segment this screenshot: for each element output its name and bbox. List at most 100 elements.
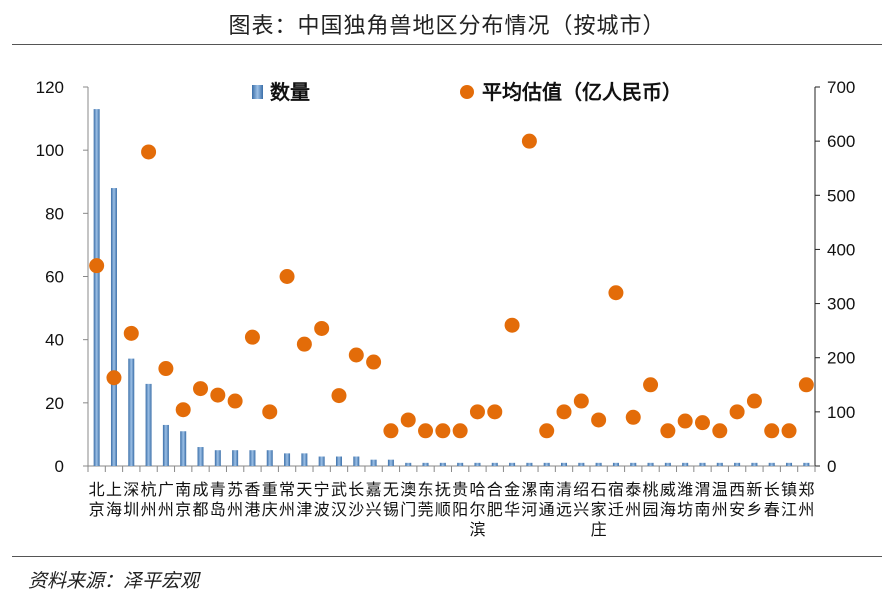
legend-label-count: 数量	[270, 80, 310, 104]
dot-潍坊	[677, 413, 693, 429]
x-tick-label: 合肥	[486, 480, 503, 519]
right-tick-label: 300	[827, 295, 855, 314]
dot-长春	[764, 423, 780, 439]
bar-香港	[249, 450, 256, 466]
right-tick-label: 400	[827, 240, 855, 259]
x-tick-label: 新乡	[746, 480, 763, 519]
dot-西安	[729, 404, 745, 420]
bar-苏州	[232, 450, 239, 466]
dot-常州	[279, 269, 295, 284]
dot-天津	[296, 336, 312, 352]
x-tick-label: 抚顺	[434, 480, 451, 519]
dot-北京	[89, 258, 105, 274]
x-tick-label: 无锡	[382, 480, 399, 519]
x-tick-label: 澳门	[400, 480, 417, 519]
left-tick-label: 40	[45, 331, 64, 350]
x-tick-label: 嘉兴	[365, 480, 382, 519]
bar-武汉	[335, 456, 342, 466]
title-rule	[12, 44, 882, 45]
x-tick-label: 南京	[175, 480, 192, 519]
x-tick-label: 深圳	[123, 480, 140, 519]
dot-无锡	[383, 423, 399, 439]
dot-哈尔滨	[469, 404, 485, 420]
left-tick-label: 80	[45, 204, 64, 223]
dot-重庆	[262, 404, 278, 420]
left-tick-label: 60	[45, 268, 64, 287]
bar-贵阳	[457, 462, 464, 466]
x-tick-label: 渭南	[694, 480, 711, 519]
dot-绍兴	[573, 393, 589, 409]
x-tick-label: 重庆	[261, 480, 278, 519]
right-tick-label: 600	[827, 132, 855, 151]
bar-镇江	[786, 462, 793, 466]
x-tick-label: 漯河	[521, 480, 538, 519]
bar-郑州	[803, 462, 810, 466]
bar-合肥	[491, 462, 498, 466]
bar-常州	[284, 453, 291, 466]
bar-澳门	[405, 462, 412, 466]
dot-上海	[106, 370, 122, 386]
x-tick-label: 贵阳	[452, 480, 469, 519]
right-tick-label: 0	[827, 457, 836, 476]
x-tick-label: 长沙	[348, 480, 365, 519]
x-tick-label: 香港	[244, 480, 261, 519]
dot-漯河	[521, 133, 537, 149]
left-tick-label: 0	[55, 457, 64, 476]
legend-label-valuation: 平均估值（亿人民币）	[482, 80, 682, 104]
dot-抚顺	[435, 423, 451, 439]
dot-桃园	[643, 377, 659, 393]
dot-广州	[158, 361, 174, 377]
bar-西安	[734, 462, 741, 466]
x-tick-label: 泰州	[625, 480, 642, 519]
dot-青岛	[210, 387, 226, 403]
dot-杭州	[141, 144, 157, 160]
x-tick-label: 威海	[659, 480, 676, 519]
x-tick-label: 南通	[538, 480, 555, 519]
dot-宿迁	[608, 285, 624, 301]
bar-长沙	[353, 456, 360, 466]
bar-长春	[768, 462, 775, 466]
chart-title: 图表：中国独角兽地区分布情况（按城市）	[228, 14, 666, 39]
bar-漯河	[526, 462, 533, 466]
x-tick-label: 东莞	[417, 480, 434, 519]
right-tick-label: 200	[827, 349, 855, 368]
right-tick-label: 700	[827, 78, 855, 97]
dot-深圳	[123, 325, 139, 341]
right-tick-label: 100	[827, 403, 855, 422]
source-note: 资料来源：泽平宏观	[28, 570, 200, 592]
x-tick-label: 北京	[88, 480, 105, 519]
left-tick-label: 120	[36, 78, 64, 97]
bar-泰州	[630, 462, 637, 466]
x-tick-label: 金华	[504, 480, 521, 519]
source-rule	[12, 556, 882, 557]
dot-泰州	[625, 409, 641, 425]
x-tick-label: 青岛	[209, 480, 226, 519]
dot-东莞	[418, 423, 434, 439]
bar-无锡	[387, 459, 394, 466]
x-tick-label: 西安	[729, 480, 746, 519]
dot-合肥	[487, 404, 503, 420]
bar-嘉兴	[370, 459, 377, 466]
x-tick-label: 桃园	[642, 480, 659, 519]
bar-宁波	[318, 456, 325, 466]
left-tick-label: 20	[45, 394, 64, 413]
bar-天津	[301, 453, 308, 466]
x-tick-label: 常州	[279, 480, 296, 519]
dot-南京	[175, 402, 191, 418]
bar-南通	[543, 462, 550, 466]
legend-dot-swatch	[460, 85, 474, 99]
left-tick-label: 100	[36, 141, 64, 160]
bar-清远	[561, 462, 568, 466]
bar-北京	[93, 109, 100, 466]
x-tick-label: 上海	[105, 480, 122, 519]
bar-金华	[509, 462, 516, 466]
legend: 数量 平均估值（亿人民币）	[252, 80, 682, 104]
dot-长沙	[348, 347, 364, 363]
x-tick-label: 苏州	[227, 480, 244, 519]
bar-威海	[664, 462, 671, 466]
dot-嘉兴	[366, 354, 382, 370]
bar-新乡	[751, 462, 758, 466]
x-tick-label: 镇江	[781, 480, 798, 519]
dot-香港	[244, 329, 260, 345]
